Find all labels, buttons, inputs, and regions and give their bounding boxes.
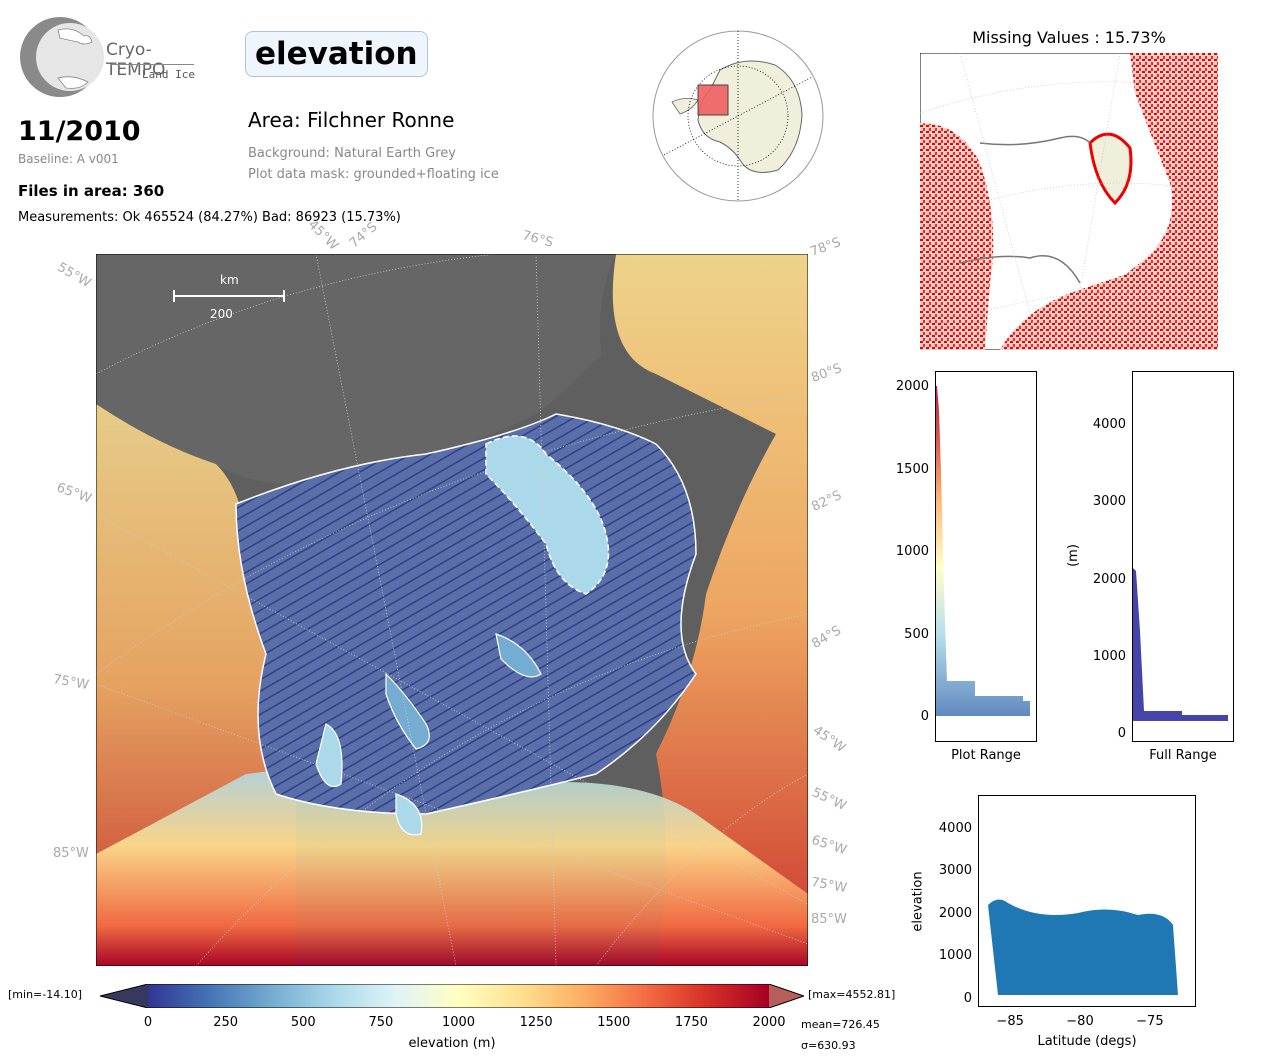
grat-right-1: 82°S	[809, 488, 845, 515]
mask-text: Plot data mask: grounded+floating ice	[248, 167, 499, 182]
colorbar-tick: 1500	[597, 1015, 631, 1030]
scalebar	[173, 290, 285, 302]
y-tick: 0	[920, 709, 929, 725]
hist-full-range	[1132, 371, 1234, 742]
x-tick: −80	[1066, 1014, 1094, 1029]
y-tick: 2000	[895, 379, 929, 395]
grat-left-2: 75°W	[51, 671, 90, 694]
grat-right-4: 55°W	[809, 785, 849, 814]
baseline-text: Baseline: A v001	[18, 152, 119, 166]
y-tick: 0	[1117, 726, 1126, 742]
x-tick: −85	[996, 1014, 1024, 1029]
files-text: Files in area: 360	[18, 182, 165, 200]
colorbar-sigma: σ=630.93	[801, 1039, 856, 1052]
y-tick: 1500	[895, 461, 929, 477]
colorbar-tick: 750	[368, 1015, 394, 1030]
x-tick: −75	[1136, 1014, 1164, 1029]
scalebar-value: 200	[210, 307, 233, 321]
colorbar-max: [max=4552.81]	[808, 988, 896, 1001]
grat-right-0: 80°S	[809, 361, 844, 386]
colorbar-mean: mean=726.45	[801, 1018, 880, 1031]
logo-moon-icon	[20, 17, 104, 97]
hist-plot-range	[935, 371, 1037, 742]
colorbar-tick: 500	[290, 1015, 316, 1030]
y-tick: 2000	[938, 905, 972, 921]
scatter-plot	[978, 795, 1196, 1007]
colorbar-label: elevation (m)	[408, 1036, 496, 1051]
grat-left-1: 65°W	[54, 480, 94, 507]
colorbar-tick: 1000	[441, 1015, 476, 1030]
grat-left-0: 55°W	[54, 260, 94, 291]
area-title: Area: Filchner Ronne	[248, 108, 455, 132]
grat-right-2: 84°S	[809, 623, 844, 652]
logo-divider	[110, 64, 194, 65]
y-tick: 3000	[1092, 494, 1126, 510]
colorbar-min: [min=-14.10]	[8, 988, 83, 1001]
missing-values-title: Missing Values : 15.73%	[972, 28, 1166, 47]
y-tick: 500	[904, 626, 929, 642]
y-tick: 2000	[1092, 571, 1126, 587]
colorbar-tick: 0	[143, 1015, 153, 1030]
logo-subtitle: Land Ice	[142, 68, 195, 81]
elevation-map: km 200	[96, 254, 808, 966]
y-tick: 3000	[938, 863, 972, 879]
y-tick: 1000	[1092, 648, 1126, 664]
scatter-xlabel: Latitude (degs)	[1037, 1034, 1137, 1049]
colorbar-tick: 250	[213, 1015, 239, 1030]
background-text: Background: Natural Earth Grey	[248, 146, 456, 161]
logo-title: Cryo-TEMPO	[106, 40, 166, 80]
missing-values-map	[920, 53, 1218, 350]
variable-title: elevation	[245, 31, 428, 77]
grat-right-7: 85°W	[811, 912, 847, 927]
hist-full-xlabel: Full Range	[1149, 748, 1217, 763]
grat-top-2: 76°S	[520, 228, 555, 251]
scatter-ylabel: elevation	[910, 871, 926, 932]
colorbar-tick: 1750	[674, 1015, 708, 1030]
y-tick: 4000	[1092, 417, 1126, 433]
locator-globe	[652, 30, 824, 202]
measurements-text: Measurements: Ok 465524 (84.27%) Bad: 86…	[18, 210, 401, 225]
grat-top-3: 78°S	[808, 235, 843, 260]
grat-right-5: 65°W	[809, 832, 849, 859]
scalebar-unit: km	[220, 273, 239, 287]
y-tick: 4000	[938, 820, 972, 836]
y-tick: 1000	[938, 948, 972, 964]
grat-left-3: 85°W	[53, 846, 89, 861]
grat-right-6: 75°W	[809, 874, 848, 897]
colorbar-tick: 2000	[752, 1015, 786, 1030]
y-tick: 0	[963, 990, 972, 1006]
colorbar-tick: 1250	[519, 1015, 553, 1030]
grat-right-3: 45°W	[809, 723, 848, 756]
y-tick: 1000	[895, 544, 929, 560]
hist-plot-xlabel: Plot Range	[951, 748, 1021, 763]
hist-full-ylabel: (m)	[1065, 544, 1081, 567]
colorbar	[100, 984, 804, 1008]
date-title: 11/2010	[18, 116, 141, 147]
cryotempo-logo: Cryo-TEMPO Land Ice	[18, 16, 198, 98]
